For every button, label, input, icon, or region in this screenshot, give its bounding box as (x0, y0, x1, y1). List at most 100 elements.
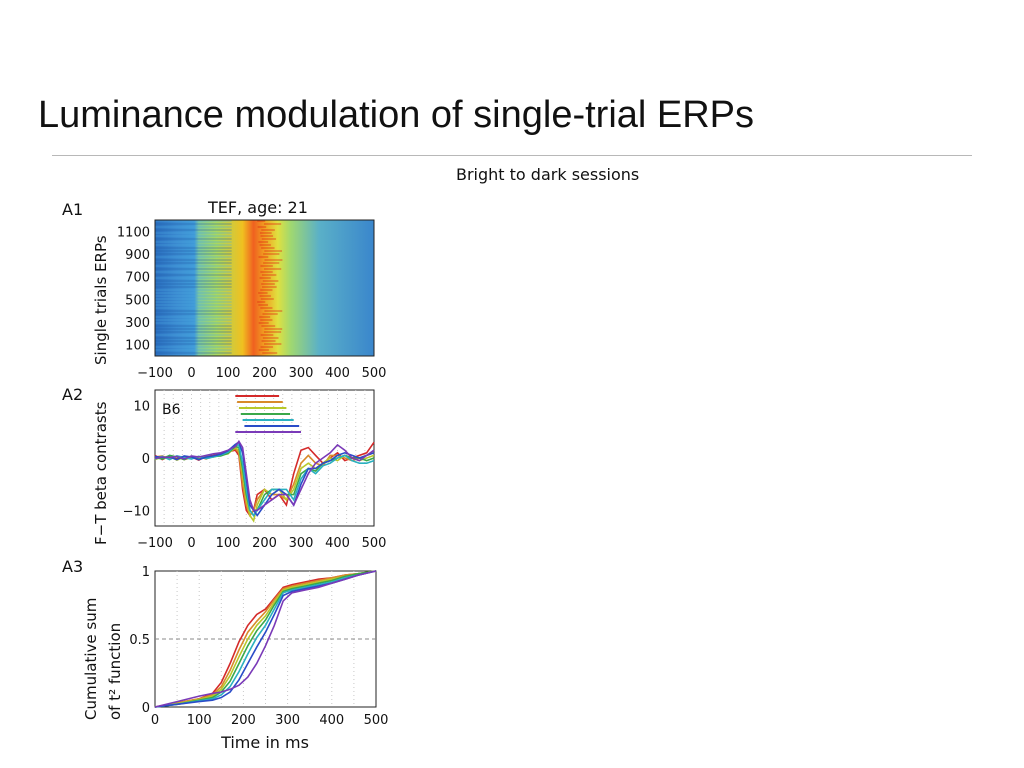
a3-ylabel-line1: Cumulative sum (82, 598, 100, 720)
a1-trial-peak (261, 325, 276, 327)
a1-trial-stripe (155, 280, 232, 282)
a2-x-tick-label: 300 (289, 536, 314, 551)
a1-trial-peak (258, 241, 269, 243)
a1-trial-peak (263, 262, 280, 264)
a1-x-ticks: −100 0 100 200 300 400 500 (137, 366, 386, 381)
a1-trial-peak (258, 322, 269, 324)
a1-trial-stripe (155, 346, 232, 348)
a3-x-tick-label: 300 (275, 713, 300, 728)
a1-trial-stripe (155, 331, 232, 333)
a1-trial-stripe (155, 223, 232, 225)
a2-x-tick-label: 100 (216, 536, 241, 551)
a1-trial-stripe (155, 313, 232, 315)
a1-trial-peak (257, 301, 266, 303)
panel-label-a3: A3 (62, 557, 83, 576)
a1-y-ticks: 100 300 500 700 900 1100 (117, 225, 150, 353)
title-divider (52, 155, 972, 156)
a1-y-tick-label: 1100 (117, 225, 150, 240)
a1-trial-peak (259, 232, 272, 234)
a2-y-tick-label: 0 (142, 452, 150, 467)
a1-trial-peak (261, 283, 275, 285)
a3-series-line (154, 570, 377, 708)
a1-trial-peak (260, 307, 273, 309)
a1-trial-peak (262, 280, 279, 282)
a1-trial-stripe (155, 328, 232, 330)
a1-trial-peak (257, 226, 267, 228)
a1-trial-stripe (155, 343, 232, 345)
a1-y-tick-label: 100 (125, 339, 150, 354)
a1-trial-peak (263, 331, 282, 333)
a3-series-lines (154, 570, 377, 708)
a1-x-tick-label: 100 (216, 366, 241, 381)
a2-x-tick-label: 0 (187, 536, 195, 551)
a1-trial-peak (262, 352, 278, 354)
a1-trial-stripe (155, 322, 232, 324)
a1-x-tick-label: 400 (325, 366, 350, 381)
a3-y-tick-label: 0.5 (129, 633, 150, 648)
a1-trial-stripe (155, 256, 232, 258)
a1-trial-stripe (155, 340, 232, 342)
a1-ylabel: Single trials ERPs (92, 235, 110, 365)
a1-trial-peak (260, 334, 274, 336)
a2-significance-bars (235, 395, 301, 433)
a1-trial-stripe (155, 304, 232, 306)
a2-annotation: B6 (162, 402, 181, 418)
a1-trial-peak (260, 346, 274, 348)
a1-trial-peak (258, 256, 269, 258)
panel-label-a2: A2 (62, 385, 83, 404)
a1-trial-peak (260, 235, 274, 237)
a1-trial-stripe (155, 265, 232, 267)
a2-ylabel: F−T beta contrasts (92, 401, 110, 545)
a1-trial-stripe (155, 268, 232, 270)
a1-trial-peak (261, 229, 275, 231)
a1-trial-peak (260, 271, 273, 273)
a1-trial-peak (263, 223, 282, 225)
a1-trial-stripe (155, 292, 232, 294)
a1-trial-stripe (155, 259, 232, 261)
a2-series-lines (154, 439, 375, 523)
a1-trial-peak (262, 337, 279, 339)
a3-ylabel-line2: of t² function (106, 623, 124, 720)
a1-trial-peak (264, 343, 282, 345)
a3-x-tick-label: 400 (319, 713, 344, 728)
a1-heatmap (155, 220, 374, 356)
a3-x-ticks: 0 100 200 300 400 500 (151, 713, 389, 728)
a1-trial-peak (264, 259, 283, 261)
a3-series-line (154, 570, 377, 708)
a1-trial-stripe (155, 241, 232, 243)
a1-x-tick-label: −100 (137, 366, 173, 381)
a3-series-line (154, 570, 377, 708)
a1-frame (154, 219, 375, 357)
a1-y-tick-label: 700 (125, 271, 150, 286)
a1-trial-peak (257, 220, 266, 222)
a1-trial-stripe (155, 334, 232, 336)
a3-y-tick-label: 1 (142, 565, 150, 580)
a1-trial-stripe (155, 319, 232, 321)
a2-x-tick-label: 500 (362, 536, 387, 551)
a1-trial-stripe (155, 250, 232, 252)
a2-y-ticks: 10 0 −10 (123, 400, 150, 520)
a1-trial-stripe (155, 262, 232, 264)
a1-trial-stripe (155, 244, 232, 246)
a1-y-tick-label: 300 (125, 316, 150, 331)
a1-trial-stripe (155, 310, 232, 312)
a1-trial-stripe (155, 277, 232, 279)
a3-series-line (154, 570, 377, 708)
a3-x-tick-label: 200 (231, 713, 256, 728)
a1-trial-stripe (155, 283, 232, 285)
a1-trial-stripe (155, 229, 232, 231)
a3-y-ticks: 10.50 (129, 565, 150, 716)
a1-trial-stripe (155, 271, 232, 273)
a1-trial-peak (263, 253, 280, 255)
a1-trial-peak (264, 328, 283, 330)
a1-trial-stripe (155, 253, 232, 255)
a1-trial-peak (259, 244, 271, 246)
a1-trial-peak (260, 319, 273, 321)
a1-trial-peak (261, 340, 276, 342)
a1-trial-stripe (155, 295, 232, 297)
a2-y-tick-label: −10 (123, 504, 150, 519)
a3-x-tick-label: 0 (151, 713, 159, 728)
a1-trial-peak (263, 268, 282, 270)
a2-y-tick-label: 10 (133, 400, 150, 415)
